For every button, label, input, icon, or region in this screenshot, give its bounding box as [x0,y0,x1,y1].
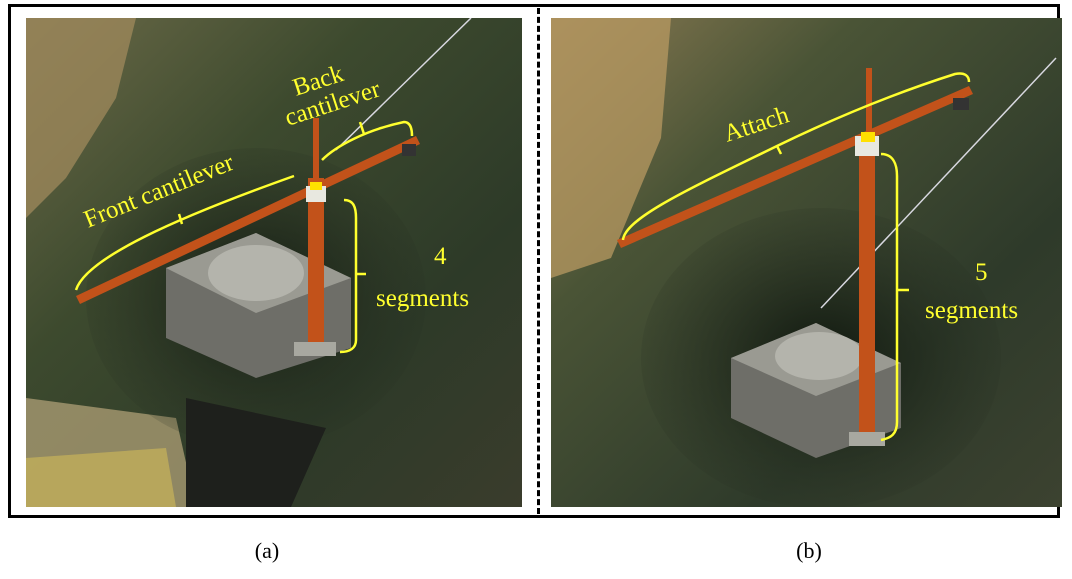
caption-a: (a) [254,538,280,563]
crane-tower [308,178,324,346]
sandy-ground [26,448,176,507]
panel-b-image: Attach 5 segments [551,18,1062,507]
back-cantilever-tick [358,121,366,135]
attach-bracket [621,72,971,241]
counterweight [402,144,416,156]
panel-a-image: Front cantilever Back cantilever 4 segme… [26,18,522,507]
segments-word-label: segments [376,285,469,312]
panel-a-scene: Front cantilever Back cantilever 4 segme… [26,18,522,507]
front-cantilever-bracket [74,174,295,291]
cable-line [335,18,472,151]
crane-cab-top [310,182,322,190]
foundation-cylinder [775,332,863,380]
caption-b: (b) [796,538,822,563]
crane-base [849,432,885,446]
crane-base [294,342,336,356]
rock-face [551,18,671,278]
counterweight [953,98,969,110]
front-cantilever-tick [177,213,184,225]
back-cantilever-bracket [321,120,414,161]
segments-bracket [339,198,358,354]
crane-jib [76,136,420,304]
crane-cab-top [861,132,875,142]
access-road [186,398,326,507]
rock-face [26,18,136,218]
crane-jib [617,86,973,248]
attach-tick [775,145,783,155]
segments-word-label: segments [925,297,1018,324]
panel-divider [537,8,540,514]
foundation-cylinder [208,245,304,301]
crane-tower [859,138,875,438]
segments-count-label: 5 [975,259,988,286]
segments-bracket [880,152,899,442]
segments-count-label: 4 [434,243,447,270]
panel-b-scene: Attach 5 segments [551,18,1062,507]
